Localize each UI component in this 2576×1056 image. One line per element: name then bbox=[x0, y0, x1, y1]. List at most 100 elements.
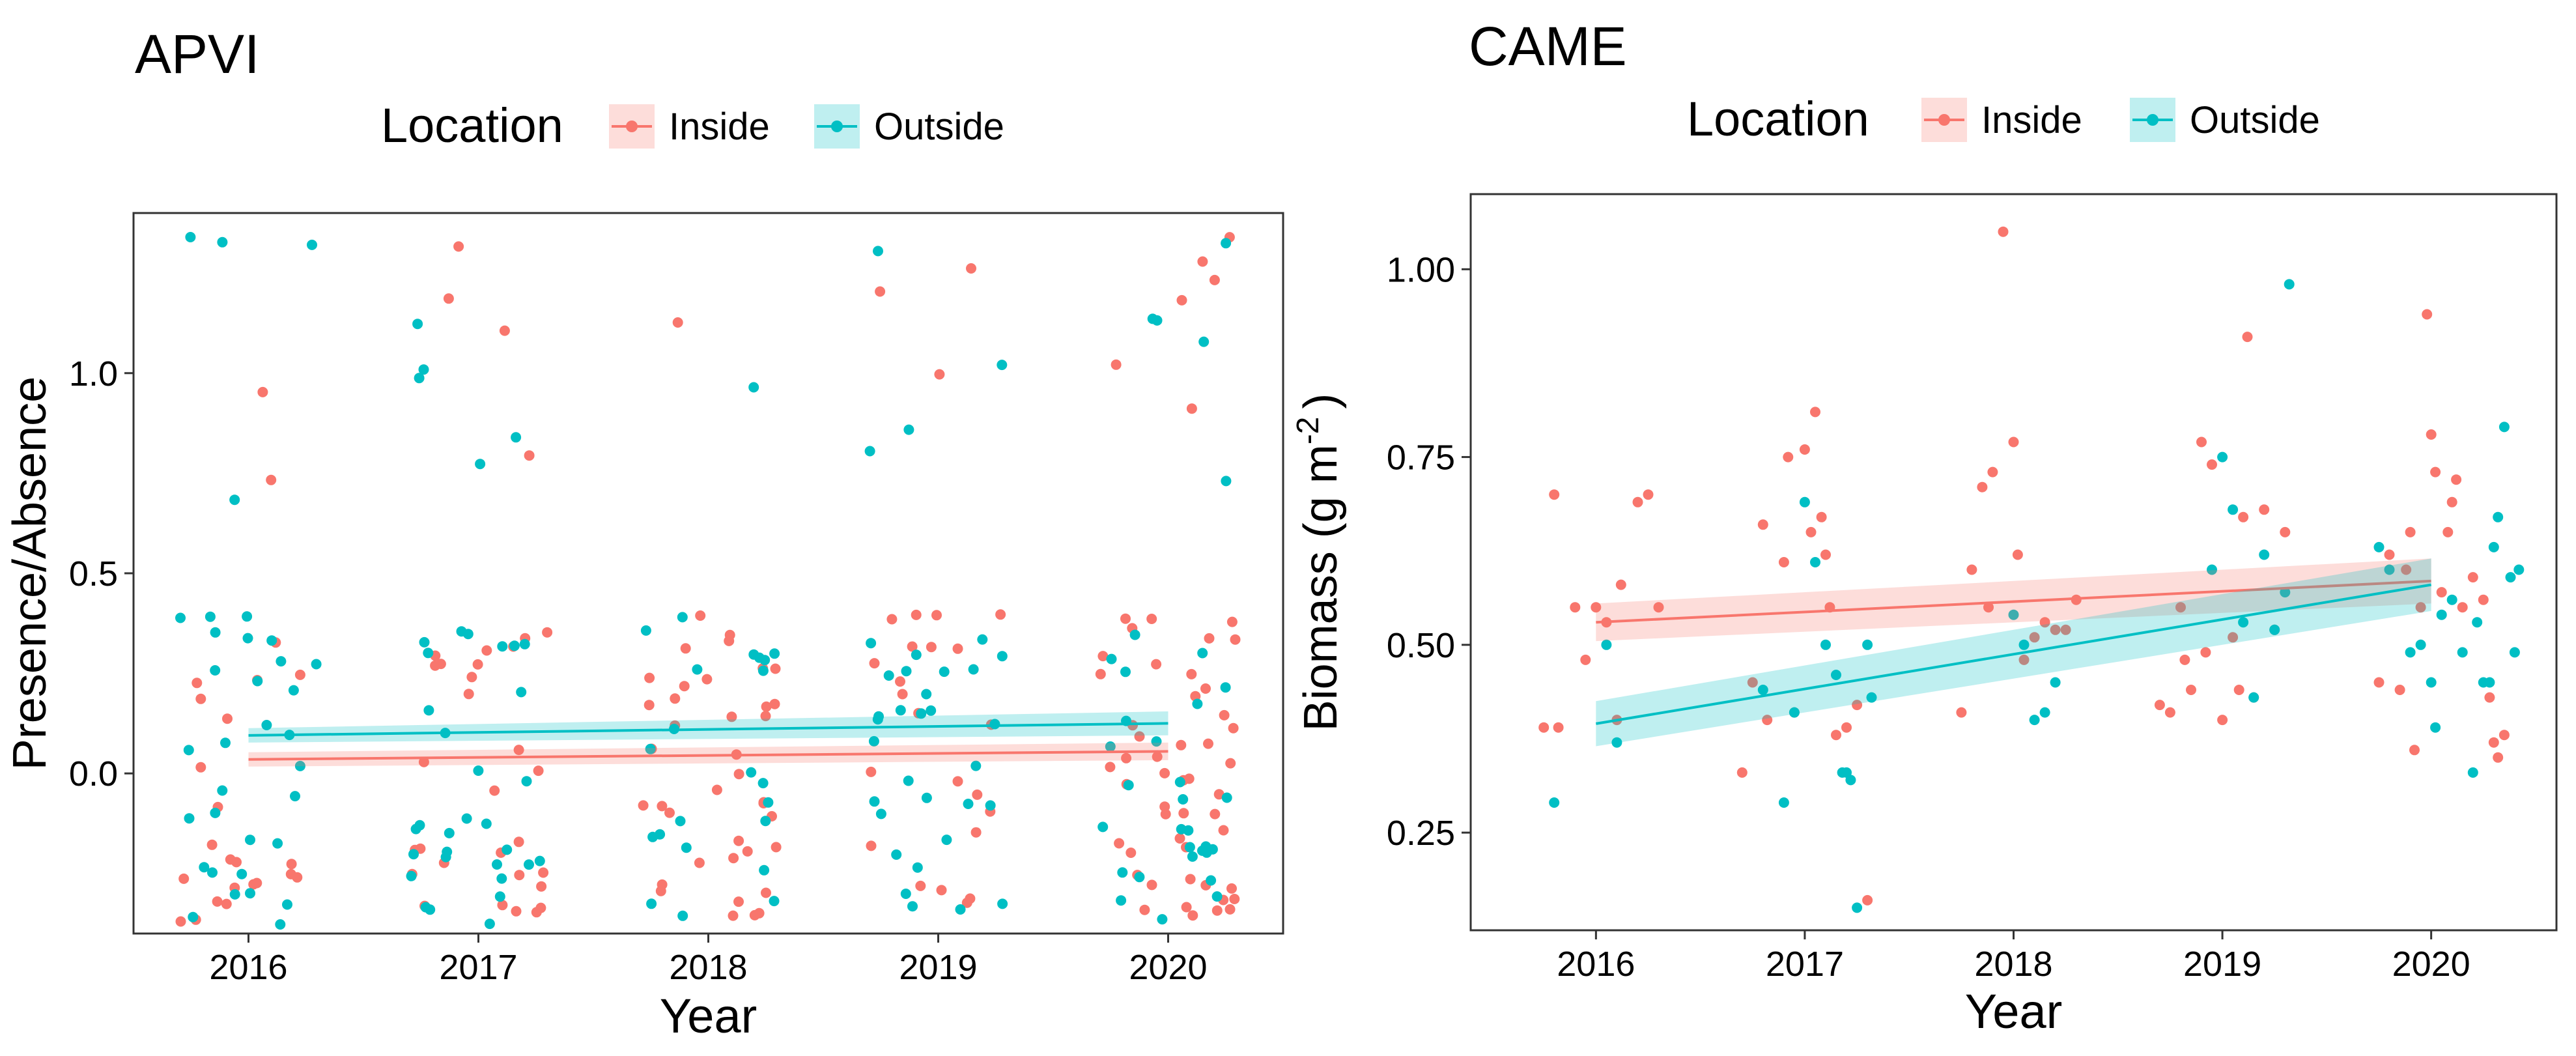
point-outside bbox=[1810, 557, 1820, 567]
point-inside bbox=[670, 693, 681, 704]
point-inside bbox=[1225, 758, 1236, 769]
point-outside bbox=[911, 649, 922, 661]
point-inside bbox=[2186, 685, 2196, 695]
point-inside bbox=[2154, 700, 2165, 711]
point-inside bbox=[2436, 587, 2447, 598]
point-inside bbox=[952, 643, 963, 654]
point-inside bbox=[754, 907, 765, 919]
point-inside bbox=[733, 896, 744, 907]
point-outside bbox=[406, 870, 417, 881]
point-inside bbox=[1226, 883, 1237, 894]
point-inside bbox=[1146, 614, 1157, 624]
x-tick-label: 2018 bbox=[1974, 945, 2052, 984]
point-outside bbox=[217, 785, 228, 796]
point-inside bbox=[742, 846, 753, 857]
legend-key-point bbox=[2147, 114, 2158, 126]
point-inside bbox=[2484, 692, 2495, 703]
point-inside bbox=[770, 663, 781, 674]
point-inside bbox=[657, 801, 668, 812]
point-inside bbox=[2280, 526, 2291, 537]
point-inside bbox=[1862, 894, 1873, 906]
point-outside bbox=[2259, 549, 2270, 560]
point-inside bbox=[285, 868, 296, 879]
point-inside bbox=[2259, 504, 2270, 515]
point-outside bbox=[997, 360, 1008, 371]
point-outside bbox=[891, 849, 902, 860]
point-inside bbox=[1219, 709, 1230, 721]
point-inside bbox=[1998, 226, 2009, 237]
point-outside bbox=[1123, 780, 1134, 791]
point-inside bbox=[1966, 564, 1977, 575]
point-inside bbox=[1977, 481, 1988, 492]
point-inside bbox=[761, 701, 772, 712]
point-inside bbox=[966, 263, 976, 274]
point-inside bbox=[1178, 808, 1189, 819]
point-outside bbox=[1183, 825, 1194, 836]
point-outside bbox=[210, 627, 221, 638]
point-outside bbox=[496, 873, 507, 884]
point-outside bbox=[977, 634, 988, 645]
point-inside bbox=[1134, 731, 1145, 742]
point-inside bbox=[1783, 451, 1794, 463]
point-inside bbox=[430, 660, 441, 671]
point-outside bbox=[921, 689, 932, 700]
point-outside bbox=[2509, 647, 2520, 658]
point-inside bbox=[542, 627, 553, 638]
point-inside bbox=[175, 916, 186, 927]
point-outside bbox=[188, 911, 199, 922]
point-inside bbox=[961, 897, 972, 908]
point-inside bbox=[1151, 659, 1162, 670]
point-inside bbox=[2446, 496, 2457, 507]
y-tick-label: 0.5 bbox=[69, 554, 118, 593]
point-outside bbox=[242, 611, 253, 622]
point-inside bbox=[733, 769, 744, 780]
point-outside bbox=[1105, 741, 1116, 752]
legend-label-outside: Outside bbox=[2190, 99, 2320, 141]
point-inside bbox=[195, 693, 206, 704]
point-inside bbox=[2217, 715, 2228, 726]
point-inside bbox=[2039, 617, 2050, 628]
x-tick-label: 2017 bbox=[1766, 945, 1844, 984]
apvi-panel: APVI Location Inside Outside 2016 2017 2018 201… bbox=[4, 23, 1284, 1043]
point-inside bbox=[1224, 904, 1236, 915]
point-inside bbox=[1778, 557, 1789, 567]
point-outside bbox=[521, 776, 532, 787]
point-outside bbox=[1116, 895, 1127, 906]
point-inside bbox=[1095, 668, 1106, 679]
point-inside bbox=[1204, 633, 1215, 644]
point-inside bbox=[1841, 722, 1852, 733]
point-inside bbox=[1146, 879, 1157, 891]
point-inside bbox=[1121, 752, 1132, 763]
y-tick-label: 0.50 bbox=[1387, 626, 1455, 665]
point-outside bbox=[1198, 336, 1210, 347]
point-outside bbox=[997, 898, 1008, 909]
point-inside bbox=[248, 879, 259, 890]
point-outside bbox=[872, 714, 883, 725]
x-tick-label: 2016 bbox=[209, 948, 287, 987]
point-inside bbox=[760, 711, 771, 722]
point-outside bbox=[903, 424, 914, 435]
point-inside bbox=[536, 881, 547, 892]
point-inside bbox=[1615, 579, 1626, 590]
point-inside bbox=[1186, 403, 1197, 414]
point-outside bbox=[210, 665, 221, 676]
y-tick-label: 1.00 bbox=[1387, 250, 1455, 289]
point-outside bbox=[425, 904, 436, 915]
point-inside bbox=[1197, 256, 1208, 267]
point-inside bbox=[1211, 905, 1223, 916]
point-outside bbox=[1206, 875, 1217, 886]
point-inside bbox=[1209, 274, 1220, 285]
y-tick-label: 0.75 bbox=[1387, 438, 1455, 478]
point-outside bbox=[473, 765, 484, 776]
point-inside bbox=[1200, 683, 1211, 694]
point-outside bbox=[2513, 564, 2525, 575]
point-outside bbox=[2426, 677, 2437, 688]
point-outside bbox=[481, 818, 492, 829]
point-inside bbox=[726, 711, 737, 722]
point-outside bbox=[1184, 842, 1195, 853]
point-inside bbox=[915, 880, 926, 891]
point-inside bbox=[1228, 722, 1239, 734]
point-outside bbox=[875, 808, 886, 820]
point-outside bbox=[1611, 737, 1622, 748]
point-outside bbox=[1549, 797, 1560, 808]
